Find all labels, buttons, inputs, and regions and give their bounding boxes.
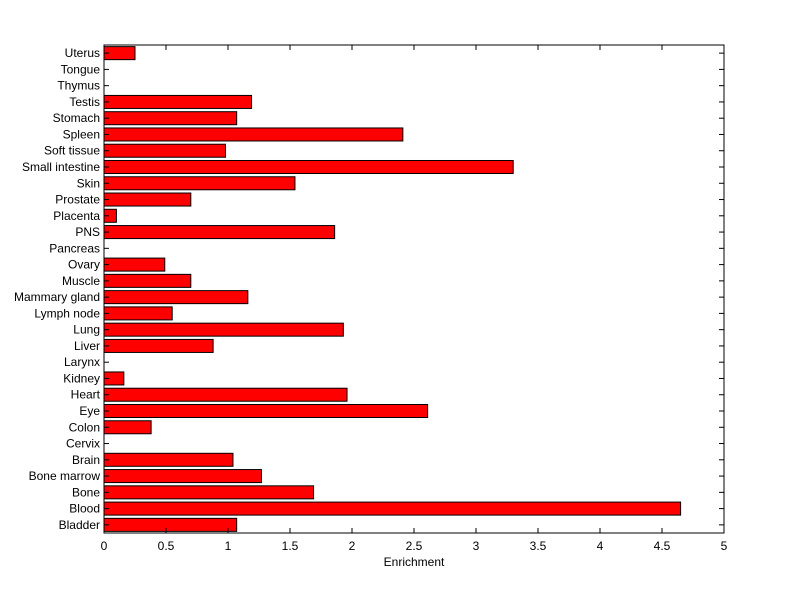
x-tick-label: 1.5: [282, 539, 299, 553]
y-tick-label: Liver: [74, 339, 100, 353]
bar-muscle: [103, 273, 192, 288]
bar-prostate: [103, 192, 192, 207]
y-tick-label: Muscle: [62, 274, 100, 288]
x-tick-label: 3.5: [530, 539, 547, 553]
y-tick-label: Bladder: [59, 518, 100, 532]
y-tick-label: PNS: [75, 225, 100, 239]
y-tick-label: Brain: [72, 453, 100, 467]
bar-testis: [103, 94, 253, 109]
x-tick-label: 4: [597, 539, 604, 553]
x-tick-label: 3: [473, 539, 480, 553]
x-tick-label: 2.5: [406, 539, 423, 553]
y-tick-label: Spleen: [63, 127, 100, 141]
y-tick-label: Thymus: [57, 79, 100, 93]
bar-brain: [103, 452, 234, 467]
bar-spleen: [103, 127, 404, 142]
y-tick-label: Stomach: [53, 111, 100, 125]
x-axis-ticks: 0 0.5 1 1.5 2 2.5 3 3.5 4 4.5 5: [101, 45, 728, 553]
y-tick-label: Cervix: [66, 437, 100, 451]
y-tick-label: Blood: [69, 502, 100, 516]
y-tick-label: Tongue: [61, 62, 101, 76]
y-tick-label: Uterus: [65, 46, 100, 60]
bar-mammary-gland: [103, 290, 249, 305]
bar-liver: [103, 338, 214, 353]
y-tick-label: Bone: [72, 485, 100, 499]
y-axis-ticks: Bladder Blood Bone Bone marrow Brain Cervix Co…: [14, 46, 724, 532]
y-tick-label: Larynx: [64, 355, 100, 369]
bar-eye: [103, 403, 429, 419]
y-tick-label: Colon: [69, 420, 100, 434]
y-tick-label: Ovary: [68, 258, 100, 272]
bar-lung: [103, 322, 344, 337]
y-tick-label: Heart: [71, 388, 101, 402]
bar-small-intestine: [103, 159, 514, 175]
y-tick-label: Lymph node: [34, 306, 100, 320]
y-tick-label: Mammary gland: [14, 290, 100, 304]
bar-pns: [103, 225, 336, 240]
x-tick-label: 0: [101, 539, 108, 553]
bar-blood: [103, 501, 682, 516]
bar-colon: [103, 420, 152, 435]
x-tick-label: 5: [721, 539, 728, 553]
y-tick-label: Bone marrow: [29, 469, 101, 483]
bar-lymph-node: [103, 306, 173, 321]
bar-stomach: [103, 111, 238, 126]
y-tick-label: Lung: [73, 323, 100, 337]
bar-bladder: [103, 517, 238, 532]
y-tick-label: Placenta: [53, 209, 100, 223]
x-tick-label: 4.5: [654, 539, 671, 553]
x-tick-label: 2: [349, 539, 356, 553]
y-tick-label: Small intestine: [22, 160, 100, 174]
y-tick-label: Prostate: [55, 193, 100, 207]
bar-soft-tissue: [103, 143, 227, 158]
y-tick-label: Eye: [79, 404, 100, 418]
y-tick-label: Testis: [69, 95, 100, 109]
x-tick-label: 1: [225, 539, 232, 553]
y-tick-label: Soft tissue: [44, 144, 100, 158]
y-tick-label: Pancreas: [49, 241, 100, 255]
bar-skin: [103, 176, 296, 191]
bar-bone-marrow: [103, 469, 262, 484]
bar-bone: [103, 485, 315, 500]
x-axis-label: Enrichment: [384, 555, 445, 569]
bar-heart: [103, 387, 348, 402]
x-tick-label: 0.5: [158, 539, 175, 553]
bar-ovary: [103, 257, 166, 272]
bars-group: [103, 46, 682, 532]
y-tick-label: Skin: [77, 176, 100, 190]
y-tick-label: Kidney: [63, 371, 100, 385]
